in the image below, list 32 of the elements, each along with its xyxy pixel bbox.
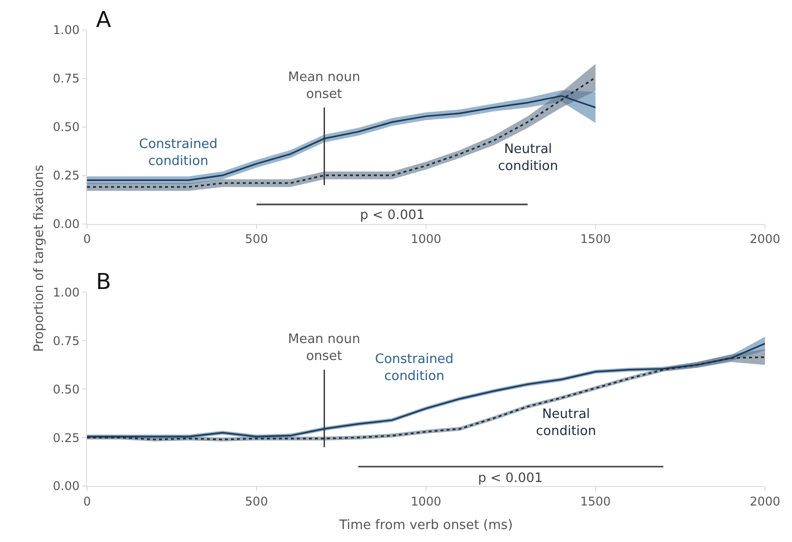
- y-tick-label: 0.50: [52, 120, 80, 134]
- series-label: Constrained condition: [139, 137, 218, 169]
- series-label: Neutral condition: [536, 407, 596, 439]
- x-axis-title: Time from verb onset (ms): [338, 518, 513, 533]
- series-label: Constrained condition: [375, 352, 454, 384]
- x-tick-label: 1500: [580, 232, 611, 246]
- y-tick-label: 0.00: [52, 217, 80, 231]
- y-axis-title: Proportion of target fixations: [32, 164, 47, 352]
- x-tick-label: 500: [245, 232, 268, 246]
- y-tick-label: 1.00: [52, 285, 80, 300]
- ref-line-label: Mean noun onset: [288, 332, 360, 364]
- y-tick-label: 0.25: [52, 168, 80, 183]
- x-tick-label: 1000: [410, 494, 442, 508]
- y-tick-label: 0.50: [52, 382, 80, 396]
- chart-title: B: [96, 270, 112, 295]
- annotation: p < 0.001: [360, 208, 425, 223]
- x-tick-label: 0: [83, 232, 91, 246]
- y-tick-label: 0.00: [52, 479, 80, 494]
- chart-title: A: [96, 8, 112, 33]
- x-tick-label: 0: [83, 494, 91, 508]
- ref-line-label: Mean noun onset: [288, 70, 360, 102]
- y-tick-label: 0.25: [52, 430, 80, 445]
- x-tick-label: 1000: [410, 232, 442, 246]
- annotation: p < 0.001: [478, 471, 543, 486]
- x-tick-label: 1500: [580, 494, 611, 508]
- series-label: Neutral condition: [498, 142, 558, 174]
- y-tick-label: 0.75: [52, 334, 80, 348]
- x-tick-label: 500: [245, 494, 268, 508]
- y-tick-label: 0.75: [52, 72, 80, 86]
- x-tick-label: 2000: [750, 494, 780, 508]
- x-tick-label: 2000: [750, 232, 780, 246]
- y-tick-label: 1.00: [52, 23, 80, 38]
